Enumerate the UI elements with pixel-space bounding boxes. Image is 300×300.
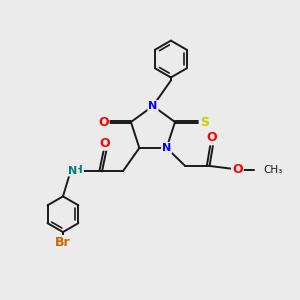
Text: O: O — [98, 116, 109, 128]
Text: N: N — [162, 143, 171, 153]
Text: N: N — [148, 101, 158, 111]
Text: O: O — [206, 131, 217, 144]
Text: S: S — [200, 116, 208, 128]
Text: H: H — [74, 165, 83, 175]
Text: O: O — [232, 164, 243, 176]
Text: Br: Br — [55, 236, 71, 249]
Text: CH₃: CH₃ — [263, 165, 283, 175]
Text: N: N — [68, 166, 77, 176]
Text: O: O — [100, 137, 110, 150]
